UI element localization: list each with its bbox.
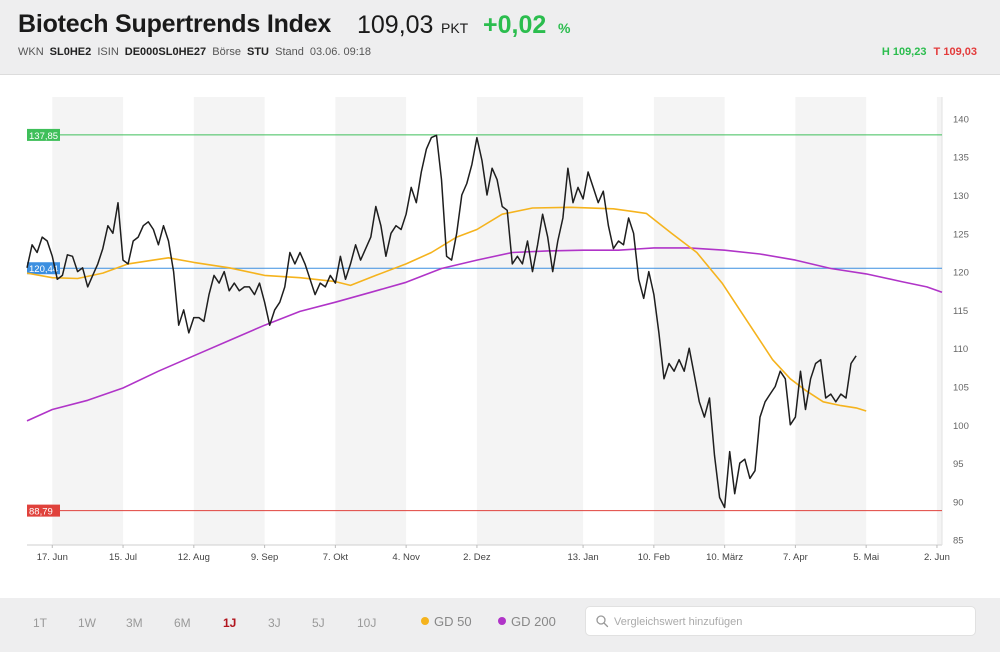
x-tick-label: 13. Jan (567, 552, 598, 563)
current-price: 109,03 (357, 11, 434, 39)
price-series-line (26, 134, 857, 509)
legend-gd200-label: GD 200 (511, 614, 556, 629)
y-tick-label: 135 (953, 153, 969, 164)
y-tick-label: 90 (953, 497, 964, 508)
isin-value: DE000SL0HE27 (124, 46, 207, 58)
wkn-value: SL0HE2 (49, 46, 92, 58)
search-icon (596, 615, 609, 628)
x-tick-label: 2. Jun (924, 552, 950, 563)
reference-label: 88,79 (29, 507, 53, 518)
y-tick-label: 120 (953, 268, 969, 279)
y-tick-label: 85 (953, 536, 964, 547)
range-1j-button[interactable]: 1J (223, 616, 237, 630)
low-value: 109,03 (943, 46, 977, 58)
y-tick-label: 110 (953, 344, 968, 355)
grid-band (193, 97, 265, 545)
price-chart[interactable]: 85 90 95 100 105 110 115 120 125 130 135 140 17. Jun… (0, 75, 1000, 597)
wkn-label: WKN (18, 46, 44, 58)
range-6m-button[interactable]: 6M (174, 616, 191, 630)
x-tick-label: 2. Dez (463, 552, 491, 563)
compare-search-input[interactable] (612, 611, 971, 633)
reference-label: 137,85 (29, 131, 58, 142)
gd200-dot-icon (498, 617, 506, 625)
grid-band (335, 97, 407, 545)
x-tick-label: 10. Feb (638, 552, 670, 563)
security-meta: WKN SL0HE2 ISIN DE000SL0HE27 Börse STU Stan… (18, 46, 377, 58)
x-tick-label: 17. Jun (37, 552, 68, 563)
grid-band (795, 97, 867, 545)
range-5j-button[interactable]: 5J (312, 616, 325, 630)
high-low: H 109,23 T 109,03 (882, 46, 977, 58)
x-tick-label: 15. Jul (109, 552, 137, 563)
quote-header: Biotech Supertrends Index 109,03 PKT +0,… (0, 0, 1000, 75)
range-10j-button[interactable]: 10J (357, 616, 377, 630)
range-1t-button[interactable]: 1T (33, 616, 48, 630)
x-tick-label: 4. Nov (392, 552, 420, 563)
price-unit: PKT (441, 20, 469, 36)
stand-label: Stand (275, 46, 304, 58)
exchange-label: Börse (212, 46, 241, 58)
x-tick-label: 10. März (706, 552, 743, 563)
y-tick-label: 105 (953, 382, 969, 393)
grid-band (936, 97, 942, 545)
legend-gd50[interactable]: GD 50 (421, 614, 472, 629)
range-1w-button[interactable]: 1W (78, 616, 96, 630)
x-tick-label: 9. Sep (251, 552, 278, 563)
x-tick-label: 7. Apr (783, 552, 808, 563)
legend-gd200[interactable]: GD 200 (498, 614, 556, 629)
chart-controls: 1T 1W 3M 6M 1J 3J 5J 10J GD 50 GD 200 (0, 598, 1000, 652)
gd200-series-line (26, 247, 943, 422)
low-label: T (933, 46, 941, 58)
stand-value: 03.06. 09:18 (309, 46, 372, 58)
y-tick-label: 115 (953, 306, 968, 317)
high-value: 109,23 (892, 46, 927, 58)
grid-band (476, 97, 584, 545)
x-tick-label: 7. Okt (323, 552, 349, 563)
y-tick-label: 125 (953, 229, 969, 240)
price-change-unit: % (558, 20, 571, 36)
high-label: H (881, 46, 890, 58)
x-tick-label: 12. Aug (178, 552, 210, 563)
reference-label: 120,44 (29, 264, 58, 275)
exchange-value: STU (246, 46, 269, 58)
y-tick-label: 100 (953, 421, 969, 432)
y-tick-label: 140 (953, 114, 969, 125)
grid-band (653, 97, 725, 545)
page-title: Biotech Supertrends Index (18, 10, 332, 38)
reference-label-box (27, 504, 60, 517)
y-tick-label: 130 (953, 191, 969, 202)
compare-search[interactable] (585, 606, 976, 636)
gd50-series-line (26, 206, 867, 412)
reference-label-box (27, 128, 60, 141)
reference-label-box (27, 262, 60, 275)
isin-label: ISIN (97, 46, 119, 58)
gd50-dot-icon (421, 617, 429, 625)
legend-gd50-label: GD 50 (434, 614, 472, 629)
y-tick-label: 95 (953, 459, 964, 470)
range-3m-button[interactable]: 3M (126, 616, 143, 630)
range-3j-button[interactable]: 3J (268, 616, 281, 630)
grid-band (52, 97, 124, 545)
price-change: +0,02 (483, 11, 547, 39)
x-tick-label: 5. Mai (853, 552, 879, 563)
